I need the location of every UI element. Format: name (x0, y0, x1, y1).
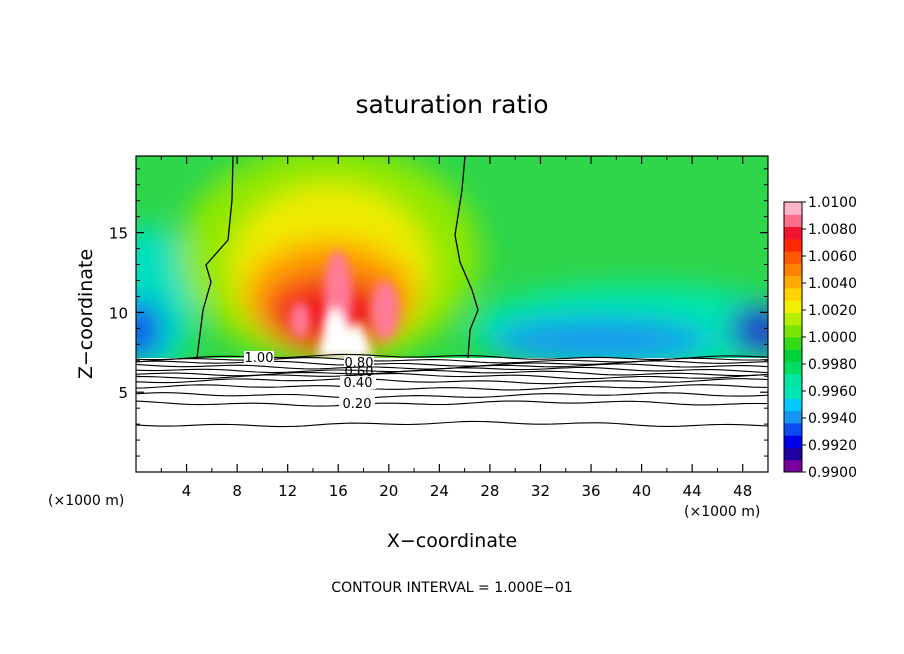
colorbar-swatch (784, 435, 802, 448)
contour-line (136, 369, 768, 377)
colorbar-swatch (784, 251, 802, 264)
field-white-gap (318, 305, 372, 358)
x-tick-label: 48 (733, 482, 752, 500)
x-units-label-left: (×1000 m) (48, 493, 124, 509)
y-tick-label: 15 (109, 225, 128, 243)
colorbar-swatch (784, 422, 802, 436)
contour-label-2: 0.80 (345, 356, 374, 371)
colorbar-swatch (784, 312, 802, 326)
colorbar-label: 1.0040 (808, 276, 857, 292)
contour-interval-note: CONTOUR INTERVAL = 1.000E−01 (331, 580, 572, 596)
x-tick-label: 12 (278, 482, 297, 500)
x-tick-label: 36 (581, 482, 600, 500)
colorbar-label: 0.9940 (808, 411, 857, 427)
contour-label-1: 1.00 (245, 351, 274, 366)
colorbar: 1.0100 1.0080 1.0060 1.0040 1.0020 1.0000 0.99… (783, 195, 857, 481)
contour-line (136, 373, 768, 380)
field-right-edge (730, 305, 768, 355)
contour-labels: 1.00 0.80 0.60 0.40 0.20 (244, 351, 376, 412)
x-tick-label: 44 (683, 482, 702, 500)
field-plume-pink-b (371, 280, 399, 340)
y-axis: 5 10 15 (109, 168, 768, 457)
contour-label-4: 0.40 (344, 376, 373, 391)
colorbar-swatch (784, 398, 802, 412)
x-axis: 4 8 12 16 20 24 28 32 36 40 44 48 (160, 156, 752, 500)
x-tick-label: 40 (632, 482, 651, 500)
colorbar-label: 1.0060 (808, 249, 857, 265)
colorbar-swatch (784, 361, 802, 375)
contour-line (136, 384, 768, 391)
x-tick-label: 8 (232, 482, 242, 500)
x-tick-label: 20 (379, 482, 398, 500)
colorbar-label: 0.9960 (808, 384, 857, 400)
colorbar-label: 0.9920 (808, 438, 857, 454)
colorbar-label: 1.0080 (808, 222, 857, 238)
plot-area: 1.00 0.80 0.60 0.40 0.20 (135, 155, 769, 473)
contour-line (136, 392, 768, 399)
field-left-blue (136, 300, 162, 360)
x-tick-label: 24 (430, 482, 449, 500)
colorbar-swatch (784, 300, 802, 313)
colorbar-swatch (784, 349, 802, 363)
y-tick-label: 10 (109, 304, 128, 322)
y-tick-label: 5 (118, 384, 128, 402)
colorbar-label: 1.0020 (808, 303, 857, 319)
colorbar-swatch (784, 202, 802, 215)
field-plume-pink-c (290, 302, 310, 338)
x-tick-label: 16 (329, 482, 348, 500)
y-axis-title: Z−coordinate (75, 249, 97, 379)
field-right-blue (490, 318, 710, 362)
contour-label-5: 0.20 (343, 397, 372, 412)
field-lower-white (136, 358, 768, 472)
x-axis-title: X−coordinate (387, 530, 517, 552)
colorbar-swatch (784, 226, 802, 240)
contour-line (136, 400, 768, 407)
saturation-field (136, 156, 768, 472)
contour-line (136, 357, 768, 364)
colorbar-swatch (784, 238, 802, 252)
colorbar-swatch (784, 337, 802, 350)
contour-line (136, 378, 768, 385)
colorbar-label: 0.9900 (808, 465, 857, 481)
chart-title: saturation ratio (355, 90, 548, 119)
contour-line (136, 366, 768, 374)
colorbar-label: 1.0000 (808, 330, 857, 346)
contour-line (136, 360, 768, 367)
x-tick-label: 28 (480, 482, 499, 500)
horizontal-contours (136, 353, 768, 428)
colorbar-swatch (784, 324, 802, 338)
colorbar-swatch (784, 275, 802, 289)
colorbar-swatch (784, 263, 802, 277)
colorbar-swatch (784, 410, 802, 424)
colorbar-swatch (784, 287, 802, 301)
x-units-label-right: (×1000 m) (684, 504, 760, 520)
boundary-contour-left (196, 156, 234, 359)
boundary-contours (196, 156, 479, 359)
colorbar-label: 0.9980 (808, 357, 857, 373)
colorbar-swatch (784, 373, 802, 387)
colorbar-swatch (784, 214, 802, 228)
contour-line (136, 420, 768, 428)
colorbar-label: 1.0100 (808, 195, 857, 211)
colorbar-swatch (784, 447, 802, 461)
plot-frame (135, 155, 769, 473)
colorbar-swatch (784, 459, 802, 473)
colorbar-swatch (784, 386, 802, 399)
boundary-contour-right (454, 156, 479, 359)
x-tick-label: 32 (531, 482, 550, 500)
x-tick-label: 4 (182, 482, 192, 500)
